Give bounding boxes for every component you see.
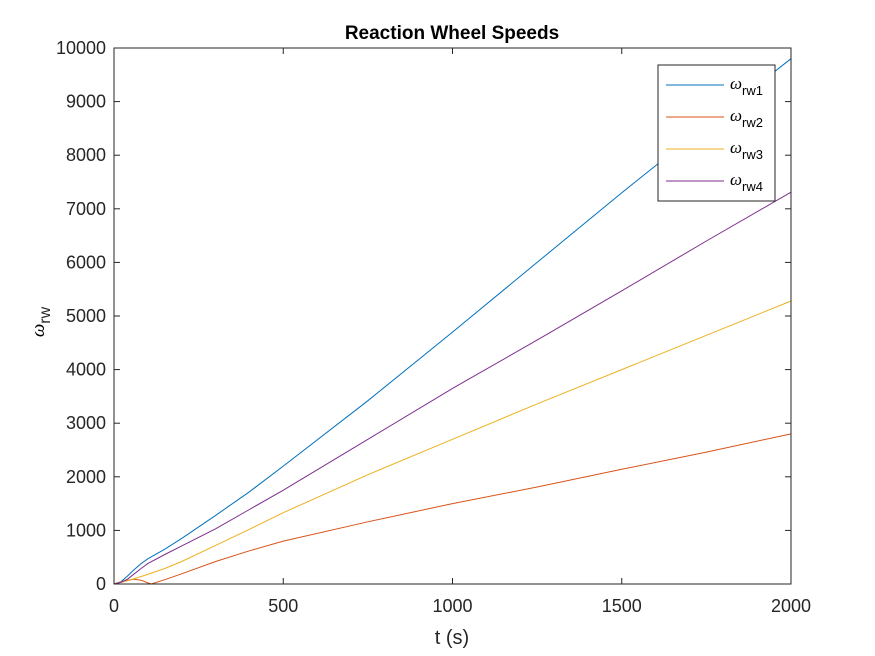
x-tick-label: 0 xyxy=(109,596,119,616)
legend-box xyxy=(657,64,776,202)
y-tick-label: 9000 xyxy=(66,92,106,112)
legend-label-3: ωrw3 xyxy=(730,138,763,162)
legend-label-subscript: rw4 xyxy=(742,179,763,194)
legend-label-symbol: ω xyxy=(730,106,742,125)
y-axis-label-subscript: rw xyxy=(37,306,54,323)
x-tick-label: 1500 xyxy=(602,596,642,616)
series-line-4 xyxy=(113,191,792,585)
y-tick-label: 7000 xyxy=(66,199,106,219)
y-tick-label: 10000 xyxy=(56,38,106,58)
legend-label-symbol: ω xyxy=(730,170,742,189)
x-tick-label: 2000 xyxy=(771,596,811,616)
x-tick-label: 1000 xyxy=(432,596,472,616)
y-axis-label-symbol: ω xyxy=(28,324,49,337)
chart-title: Reaction Wheel Speeds xyxy=(345,23,559,44)
y-tick-label: 5000 xyxy=(66,306,106,326)
legend-label-subscript: rw3 xyxy=(742,147,763,162)
x-axis-label: t (s) xyxy=(435,627,469,649)
y-tick-label: 8000 xyxy=(66,145,106,165)
axes-layer: 0 500 1000 1500 2000 0 1000 2000 3000 4000 5000 600… xyxy=(56,38,811,616)
legend-label-symbol: ω xyxy=(730,138,742,157)
legend-label-4: ωrw4 xyxy=(730,170,763,194)
legend-label-2: ωrw2 xyxy=(730,106,763,130)
legend-label-1: ωrw1 xyxy=(730,74,763,98)
y-tick-label: 0 xyxy=(96,574,106,594)
legend-label-subscript: rw1 xyxy=(742,83,763,98)
y-tick-label: 4000 xyxy=(66,360,106,380)
series-line-3 xyxy=(113,300,792,585)
y-tick-label: 2000 xyxy=(66,467,106,487)
series-line-1 xyxy=(113,58,792,585)
x-tick-label: 500 xyxy=(268,596,298,616)
legend-label-subscript: rw2 xyxy=(742,115,763,130)
y-tick-label: 3000 xyxy=(66,413,106,433)
y-tick-label: 6000 xyxy=(66,252,106,272)
legend-label-symbol: ω xyxy=(730,74,742,93)
y-tick-label: 1000 xyxy=(66,520,106,540)
y-axis-label: ωrw xyxy=(28,306,54,337)
series-layer xyxy=(113,58,792,585)
